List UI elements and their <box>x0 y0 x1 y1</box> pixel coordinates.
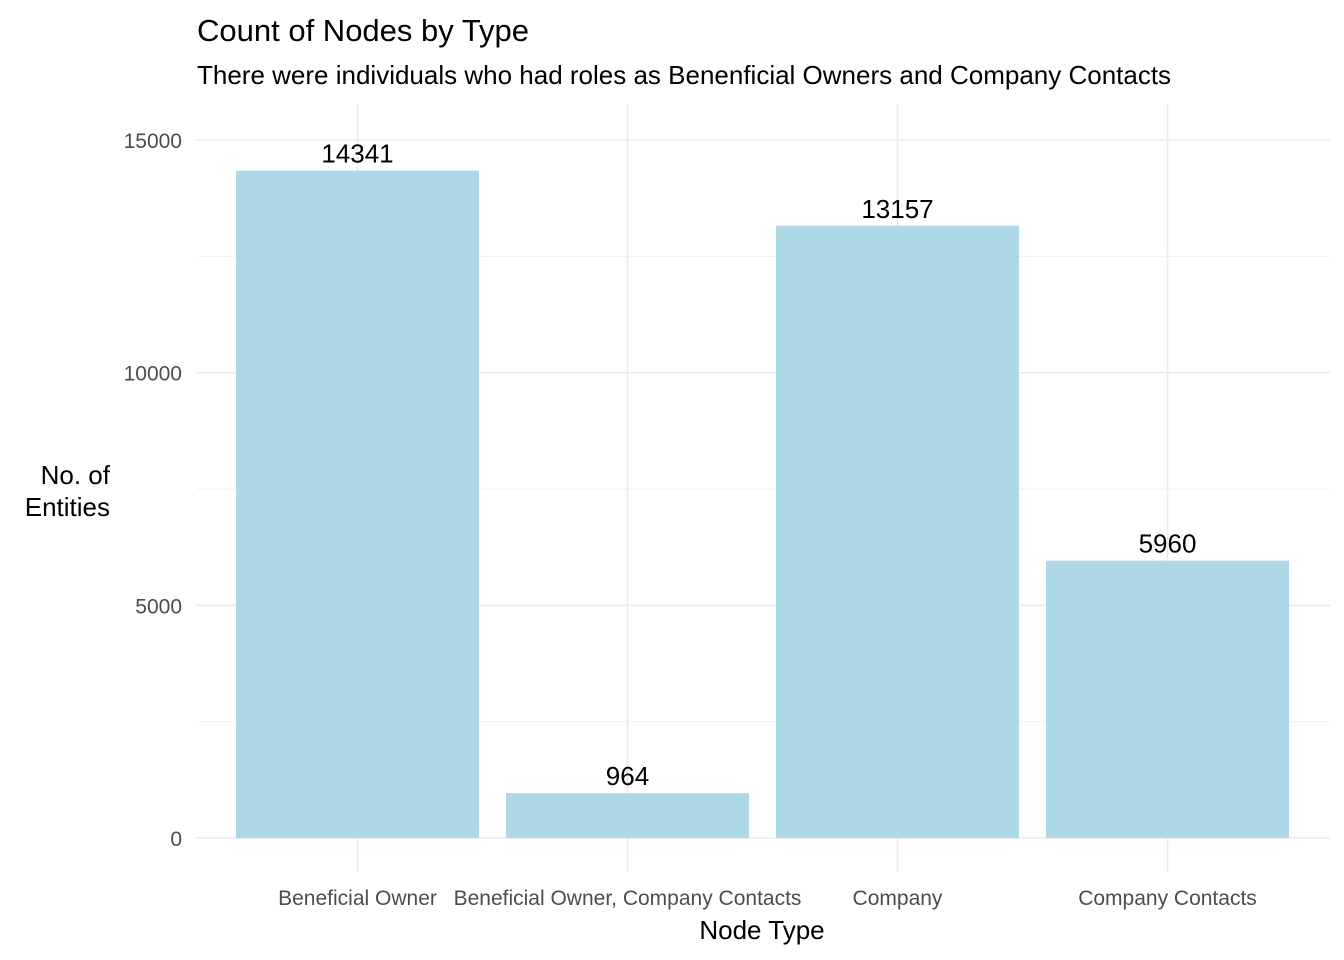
data-labels: 14341 964 13157 5960 <box>321 139 1196 791</box>
y-axis-title-line-2: Entities <box>25 492 110 522</box>
y-tick-label: 0 <box>170 828 182 851</box>
chart-title: Count of Nodes by Type <box>197 13 529 48</box>
bars <box>236 170 1289 839</box>
bar <box>236 170 479 838</box>
x-tick-label: Beneficial Owner, Company Contacts <box>454 887 802 910</box>
x-tick-label: Beneficial Owner <box>278 887 437 910</box>
y-tick-label: 5000 <box>135 595 182 618</box>
bar <box>776 225 1019 839</box>
bar-value-label: 14341 <box>321 139 393 169</box>
y-tick-label: 10000 <box>124 363 182 386</box>
bar <box>506 793 749 838</box>
x-axis-title: Node Type <box>699 915 824 945</box>
chart-subtitle: There were individuals who had roles as … <box>197 60 1171 90</box>
y-tick-label: 15000 <box>124 130 182 153</box>
bar-value-label: 13157 <box>861 194 933 224</box>
y-axis-tick-labels: 0 5000 10000 15000 <box>124 130 182 851</box>
bar <box>1046 560 1289 838</box>
bar-value-label: 5960 <box>1139 529 1197 559</box>
x-tick-label: Company Contacts <box>1078 887 1257 910</box>
x-axis-tick-labels: Beneficial Owner Beneficial Owner, Compan… <box>278 887 1257 910</box>
bar-value-label: 964 <box>606 761 649 791</box>
x-tick-label: Company <box>853 887 943 910</box>
y-axis-title-line-1: No. of <box>41 460 111 490</box>
